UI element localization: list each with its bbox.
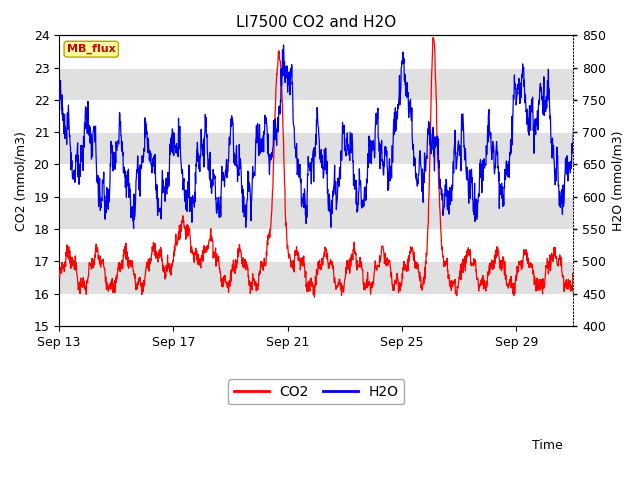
Y-axis label: CO2 (mmol/m3): CO2 (mmol/m3) xyxy=(15,131,28,230)
Bar xyxy=(59,261,573,294)
Text: Time: Time xyxy=(532,439,563,452)
Legend: CO2, H2O: CO2, H2O xyxy=(228,379,404,404)
Bar xyxy=(59,36,573,68)
Text: MB_flux: MB_flux xyxy=(67,44,116,54)
Y-axis label: H2O (mmol/m3): H2O (mmol/m3) xyxy=(612,131,625,231)
Bar xyxy=(59,229,573,261)
Bar xyxy=(59,294,573,326)
Bar xyxy=(59,165,573,197)
Bar xyxy=(59,68,573,100)
Bar xyxy=(59,132,573,165)
Title: LI7500 CO2 and H2O: LI7500 CO2 and H2O xyxy=(236,15,396,30)
Bar xyxy=(59,100,573,132)
Bar xyxy=(59,197,573,229)
